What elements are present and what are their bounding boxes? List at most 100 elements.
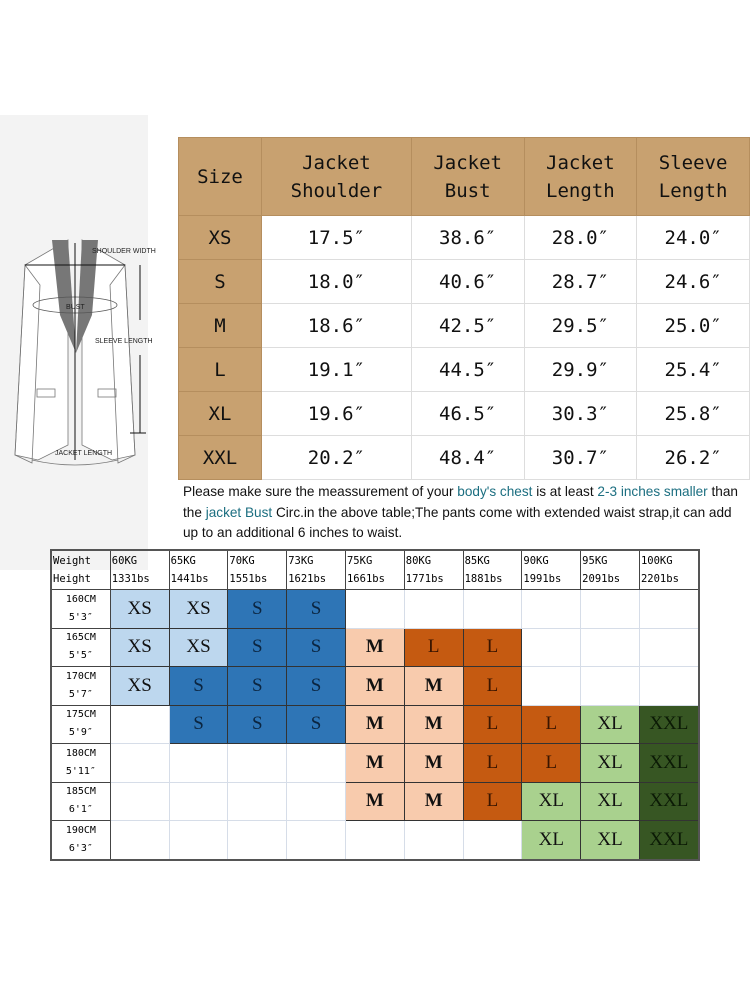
table-row: XXL 20.2″ 48.4″ 30.7″ 26.2″	[178, 435, 750, 480]
measurement-cell: 28.0″	[523, 215, 638, 260]
empty-cell	[638, 666, 700, 706]
measurement-cell: 30.7″	[523, 435, 638, 480]
empty-cell	[580, 589, 640, 629]
size-recommendation-cell: S	[286, 666, 346, 706]
size-recommendation-cell: M	[344, 781, 405, 821]
measurement-cell: 30.3″	[523, 391, 638, 436]
weight-lbs: 2201bs	[640, 573, 679, 585]
weight-lbs: 1441bs	[170, 573, 209, 585]
sleeve-length-label: SLEEVE LENGTH	[95, 338, 153, 345]
measurement-cell: 29.5″	[523, 303, 638, 348]
empty-cell	[286, 781, 346, 821]
measurement-cell: 24.0″	[636, 215, 750, 260]
note-highlight-bust: jacket Bust	[205, 504, 273, 520]
size-recommendation-cell: M	[403, 704, 464, 744]
size-recommendation-cell: M	[403, 666, 464, 706]
size-recommendation-cell: S	[227, 627, 288, 667]
column-header: Sleeve Length	[636, 137, 750, 216]
weight-header: 80KG 1771bs	[403, 549, 464, 590]
size-recommendation-cell: XS	[168, 589, 229, 629]
height-cm: 160CM	[65, 593, 96, 605]
header-text: Length	[658, 179, 728, 202]
size-cell: S	[178, 259, 262, 304]
measurement-cell: 46.5″	[410, 391, 525, 436]
size-recommendation-cell: XXL	[638, 743, 700, 783]
jacket-length-label: JACKET LENGTH	[55, 450, 112, 457]
header-row: Size Jacket Shoulder Jacket Bust Jacket Length…	[178, 137, 750, 216]
measurement-cell: 25.0″	[636, 303, 750, 348]
measurement-cell: 29.9″	[523, 347, 638, 392]
height-row: 185CM 6'1″ M M L XL XL XXL	[50, 781, 700, 821]
header-text: Size	[197, 165, 243, 188]
size-recommendation-cell: M	[344, 704, 405, 744]
size-cell: XXL	[178, 435, 262, 480]
empty-cell	[227, 743, 288, 783]
table-row: S 18.0″ 40.6″ 28.7″ 24.6″	[178, 259, 750, 304]
size-recommendation-cell: L	[462, 704, 523, 744]
measurement-cell: 25.8″	[636, 391, 750, 436]
measurement-cell: 19.1″	[261, 347, 412, 392]
size-cell: XS	[178, 215, 262, 260]
empty-cell	[403, 589, 464, 629]
empty-cell	[638, 627, 700, 667]
weight-header: 75KG 1661bs	[344, 549, 405, 590]
weight-kg: 70KG	[229, 555, 255, 567]
weight-kg: 73KG	[288, 555, 314, 567]
size-cell: XL	[178, 391, 262, 436]
height-ft: 5'11″	[65, 765, 96, 777]
height-cm: 180CM	[65, 747, 96, 759]
note-text: Please make sure the meassurement of you…	[183, 484, 458, 499]
table-row: L 19.1″ 44.5″ 29.9″ 25.4″	[178, 347, 750, 392]
empty-cell	[462, 820, 523, 860]
weight-kg: 100KG	[640, 555, 673, 567]
size-recommendation-cell: XXL	[638, 704, 700, 744]
measurement-cell: 26.2″	[636, 435, 750, 480]
measurement-cell: 48.4″	[410, 435, 525, 480]
height-row: 190CM 6'3″ XL XL XXL	[50, 820, 700, 860]
weight-header: 95KG 2091bs	[580, 549, 640, 590]
size-recommendation-cell: S	[286, 704, 346, 744]
size-recommendation-cell: L	[521, 743, 582, 783]
empty-cell	[521, 589, 582, 629]
header-text: Sleeve	[658, 151, 728, 174]
empty-cell	[521, 627, 582, 667]
height-header: 180CM 5'11″	[50, 743, 111, 783]
size-cell: M	[178, 303, 262, 348]
height-header: 190CM 6'3″	[50, 820, 111, 860]
height-weight-fit-grid: Weight Height 60KG 1331bs 65KG 1441bs 70KG 1551…	[50, 549, 700, 861]
header-text: Jacket	[546, 151, 615, 174]
measurement-cell: 25.4″	[636, 347, 750, 392]
empty-cell	[168, 781, 229, 821]
measurement-cell: 28.7″	[523, 259, 638, 304]
height-cm: 185CM	[65, 786, 96, 798]
empty-cell	[462, 589, 523, 629]
measurement-cell: 20.2″	[261, 435, 412, 480]
weight-lbs: 1621bs	[288, 573, 327, 585]
empty-cell	[580, 627, 640, 667]
header-text: Length	[546, 179, 615, 202]
height-header: 185CM 6'1″	[50, 781, 111, 821]
size-recommendation-cell: S	[168, 666, 229, 706]
weight-lbs: 1881bs	[464, 573, 503, 585]
size-recommendation-cell: XS	[109, 666, 170, 706]
size-recommendation-cell: XL	[580, 743, 640, 783]
size-recommendation-cell: XL	[521, 781, 582, 821]
table-row: M 18.6″ 42.5″ 29.5″ 25.0″	[178, 303, 750, 348]
height-cm: 190CM	[65, 824, 96, 836]
size-recommendation-cell: S	[286, 627, 346, 667]
measurement-note: Please make sure the meassurement of you…	[183, 482, 743, 544]
weight-header-row: Weight Height 60KG 1331bs 65KG 1441bs 70KG 1551…	[50, 549, 700, 590]
empty-cell	[227, 781, 288, 821]
height-row: 165CM 5'5″ XS XS S S M L L	[50, 627, 700, 667]
size-recommendation-cell: L	[462, 666, 523, 706]
weight-header: 100KG 2201bs	[638, 549, 700, 590]
empty-cell	[286, 743, 346, 783]
measurement-cell: 17.5″	[261, 215, 412, 260]
size-recommendation-cell: M	[403, 781, 464, 821]
column-header: Jacket Length	[523, 137, 638, 216]
column-header: Size	[178, 137, 262, 216]
height-row: 175CM 5'9″ S S S M M L L XL XXL	[50, 704, 700, 744]
size-recommendation-cell: XL	[580, 704, 640, 744]
weight-kg: 80KG	[405, 555, 432, 567]
measurement-cell: 24.6″	[636, 259, 750, 304]
